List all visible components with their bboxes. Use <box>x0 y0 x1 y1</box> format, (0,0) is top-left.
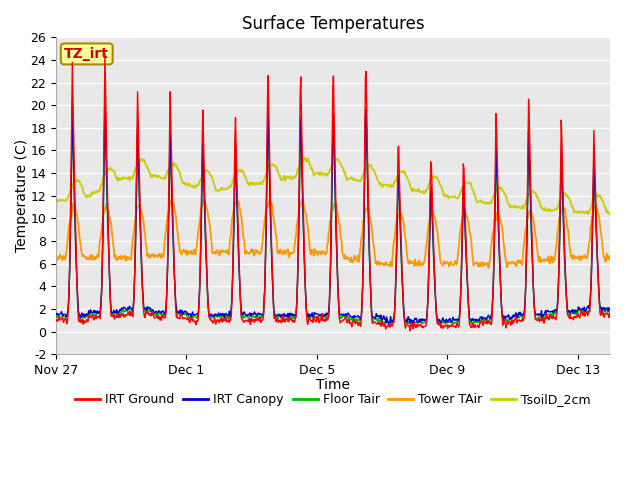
Legend: IRT Ground, IRT Canopy, Floor Tair, Tower TAir, TsoilD_2cm: IRT Ground, IRT Canopy, Floor Tair, Towe… <box>70 388 596 411</box>
Text: TZ_irt: TZ_irt <box>64 47 109 61</box>
Title: Surface Temperatures: Surface Temperatures <box>242 15 424 33</box>
X-axis label: Time: Time <box>316 378 350 392</box>
Y-axis label: Temperature (C): Temperature (C) <box>15 139 29 252</box>
